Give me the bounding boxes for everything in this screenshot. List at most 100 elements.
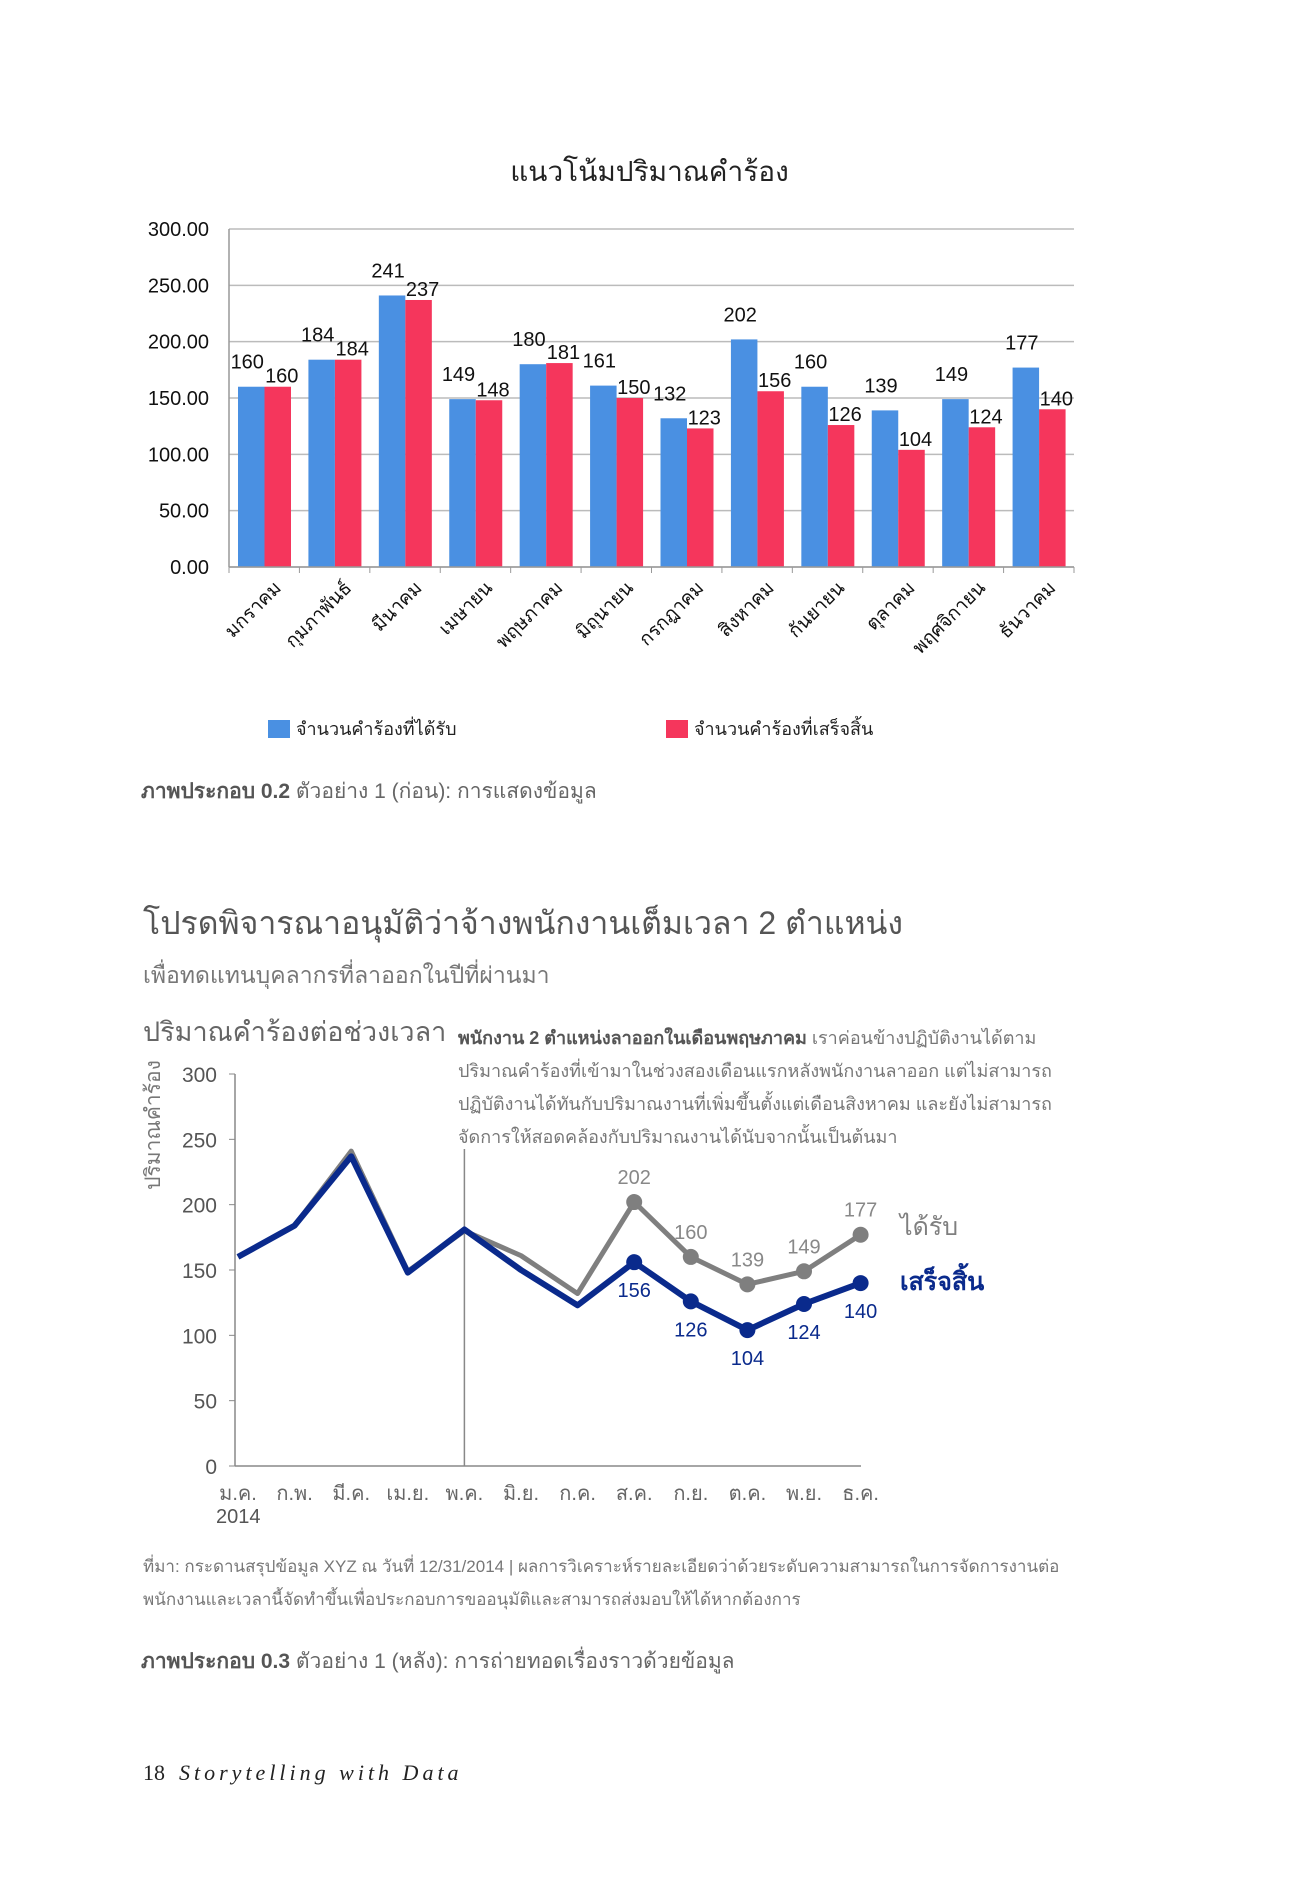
data-label: 139 <box>731 1249 764 1271</box>
x-tick-label: ม.ค. <box>219 1483 257 1505</box>
page-number: 18 <box>143 1760 165 1785</box>
y-tick-label: 0 <box>205 1456 217 1479</box>
y-tick-label: 250.00 <box>148 275 209 297</box>
section-heading: โปรดพิจารณาอนุมัติว่าจ้างพนักงานเต็มเวลา… <box>143 905 904 941</box>
data-label: 140 <box>844 1301 877 1323</box>
data-label: 177 <box>1005 333 1038 355</box>
bar-received <box>590 385 617 567</box>
data-label: 150 <box>617 377 650 399</box>
data-label: 202 <box>723 304 756 326</box>
y-tick-label: 50 <box>194 1391 217 1414</box>
data-point <box>852 1275 869 1292</box>
x-year-label: 2014 <box>216 1506 261 1528</box>
y-tick-label: 250 <box>182 1129 217 1152</box>
bar-completed <box>827 425 855 567</box>
line-chart-title: ปริมาณคำร้องต่อช่วงเวลา <box>143 1017 447 1047</box>
bar-completed <box>546 363 573 567</box>
data-label: 104 <box>899 429 932 451</box>
y-tick-label: 200 <box>182 1195 217 1218</box>
data-point <box>682 1248 699 1265</box>
bar-received <box>871 410 899 567</box>
data-label: 160 <box>265 366 298 388</box>
bar-completed <box>1039 409 1066 567</box>
x-tick-label: เมษายน <box>435 578 497 640</box>
data-label: 139 <box>864 375 897 397</box>
bar-completed <box>475 400 503 567</box>
y-tick-label: 100 <box>182 1325 217 1348</box>
x-tick-label: มิถุนายน <box>572 578 638 644</box>
data-point <box>796 1263 812 1280</box>
bar-received <box>660 418 687 567</box>
data-point <box>739 1322 756 1339</box>
data-label: 156 <box>758 370 791 392</box>
bar-completed <box>687 428 714 567</box>
book-title: Storytelling with Data <box>179 1760 463 1785</box>
legend-swatch-received <box>268 719 290 738</box>
x-tick-label: กันยายน <box>784 578 849 643</box>
data-label: 202 <box>618 1167 651 1189</box>
legend-label: จำนวนคำร้องที่ได้รับ <box>296 719 457 739</box>
x-tick-label: กุมภาพันธ์ <box>281 577 357 653</box>
bar-received <box>801 386 828 567</box>
data-point <box>796 1295 812 1312</box>
caption-text: ตัวอย่าง 1 (ก่อน): การแสดงข้อมูล <box>290 780 597 803</box>
series-label: ได้รับ <box>898 1212 958 1241</box>
data-label: 160 <box>674 1222 707 1244</box>
x-tick-label: ก.พ. <box>276 1483 312 1505</box>
y-tick-label: 100.00 <box>148 444 209 466</box>
data-label: 124 <box>969 406 1002 428</box>
x-tick-label: พฤศจิกายน <box>909 578 990 659</box>
bar-received <box>449 399 476 567</box>
data-label: 124 <box>787 1322 820 1344</box>
data-label: 180 <box>512 329 545 351</box>
annotation-bold: พนักงาน 2 ตำแหน่งลาออกในเดือนพฤษภาคม <box>458 1028 807 1048</box>
x-tick-label: ส.ค. <box>616 1483 653 1505</box>
data-point <box>626 1194 643 1211</box>
data-point <box>852 1226 869 1243</box>
bar-completed <box>405 299 432 567</box>
x-tick-label: กรกฎาคม <box>636 578 709 651</box>
x-tick-label: ตุลาคม <box>862 578 920 636</box>
legend-swatch-completed <box>666 719 688 738</box>
x-tick-label: ธันวาคม <box>995 578 1060 643</box>
annotation-body: เราค่อนข้างปฏิบัติงานได้ตามปริมาณคำร้องท… <box>458 1028 1052 1147</box>
y-tick-label: 300 <box>182 1064 217 1087</box>
data-label: 181 <box>547 342 580 364</box>
legend-label: จำนวนคำร้องที่เสร็จสิ้น <box>694 719 874 739</box>
x-tick-label: พฤษภาคม <box>492 578 567 653</box>
bar-completed <box>334 359 362 567</box>
figure-caption-0-2: ภาพประกอบ 0.2 ตัวอย่าง 1 (ก่อน): การแสดง… <box>141 775 597 808</box>
data-label: 140 <box>1040 388 1073 410</box>
caption-label: ภาพประกอบ 0.3 <box>141 1650 291 1673</box>
data-label: 160 <box>794 352 827 374</box>
x-tick-label: สิงหาคม <box>715 578 779 642</box>
bar-completed <box>968 427 996 567</box>
data-label: 241 <box>371 260 404 282</box>
bar-received <box>238 386 265 567</box>
data-point <box>626 1254 643 1271</box>
legend-received: จำนวนคำร้องที่ได้รับ <box>268 714 457 743</box>
data-label: 126 <box>674 1319 707 1341</box>
bar-received <box>308 359 335 567</box>
y-tick-label: 0.00 <box>170 557 209 579</box>
x-tick-label: พ.ย. <box>786 1483 822 1505</box>
y-tick-label: 300.00 <box>148 219 209 241</box>
data-label: 184 <box>301 325 334 347</box>
bar-chart-title: แนวโน้มปริมาณคำร้อง <box>510 156 789 187</box>
bar-received <box>378 295 406 567</box>
data-label: 156 <box>618 1280 651 1302</box>
x-tick-label: เม.ย. <box>386 1483 429 1505</box>
bar-received <box>1012 367 1040 567</box>
x-tick-label: ก.ค. <box>559 1483 596 1505</box>
data-label: 237 <box>406 279 439 301</box>
x-tick-label: มกราคม <box>221 578 285 642</box>
data-label: 104 <box>731 1348 764 1370</box>
x-tick-label: มี.ค. <box>332 1483 370 1505</box>
y-axis-title: ปริมาณคำร้อง <box>142 1060 165 1190</box>
bar-completed <box>757 391 784 567</box>
data-label: 160 <box>231 352 264 374</box>
data-label: 123 <box>688 407 721 429</box>
data-label: 126 <box>828 404 861 426</box>
bar-completed <box>616 398 644 567</box>
